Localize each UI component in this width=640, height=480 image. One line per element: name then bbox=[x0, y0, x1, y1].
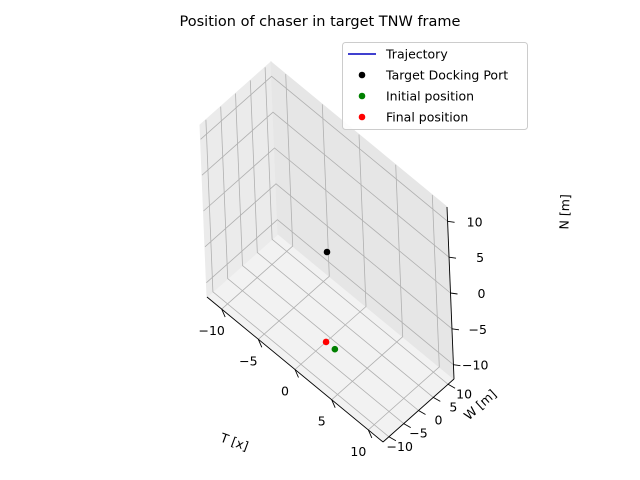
y-tick-label: 10 bbox=[456, 386, 472, 401]
y-tick bbox=[418, 410, 426, 415]
z-tick-label: −10 bbox=[462, 358, 488, 373]
z-tick bbox=[447, 220, 455, 223]
y-gridline bbox=[205, 119, 390, 438]
y-tick-label: −5 bbox=[409, 426, 427, 441]
y-tick bbox=[403, 423, 411, 429]
legend-entry-initial-position: Initial position bbox=[386, 89, 474, 104]
x-axis-label: T [x] bbox=[218, 429, 251, 453]
z-gridline bbox=[203, 147, 451, 294]
x-gridline bbox=[331, 164, 404, 400]
target-docking-port-marker bbox=[323, 248, 331, 256]
chart-title: Position of chaser in target TNW frame bbox=[180, 14, 461, 30]
legend-marker-swatch bbox=[358, 113, 366, 121]
z-tick-label: 10 bbox=[467, 214, 483, 229]
legend: Trajectory Target Docking Port Initial pos… bbox=[342, 42, 528, 130]
z-gridline bbox=[206, 219, 454, 366]
z-tick-label: 0 bbox=[478, 286, 486, 301]
initial-position-marker bbox=[331, 345, 339, 353]
x-gridline bbox=[368, 194, 440, 431]
legend-entry-target-docking-port: Target Docking Port bbox=[385, 68, 508, 83]
x-tick bbox=[221, 308, 226, 318]
x-tick-label: 0 bbox=[281, 384, 289, 399]
x-tick bbox=[257, 339, 263, 348]
y-tick-label: 0 bbox=[435, 413, 443, 428]
x-gridline bbox=[294, 134, 367, 370]
x-tick-label: 10 bbox=[350, 444, 366, 459]
y-tick bbox=[447, 383, 456, 389]
legend-entry-trajectory: Trajectory bbox=[385, 47, 448, 62]
z-tick bbox=[451, 328, 460, 331]
x-gridline bbox=[258, 104, 330, 340]
x-tick bbox=[367, 429, 373, 439]
z-axis-label: N [m] bbox=[556, 194, 572, 230]
x-tick bbox=[331, 399, 336, 408]
z-tick-label: 5 bbox=[476, 250, 484, 265]
x-tick-label: −10 bbox=[198, 323, 224, 338]
z-tick-label: −5 bbox=[469, 322, 487, 337]
y-gridline bbox=[249, 80, 434, 398]
legend-entry-final-position: Final position bbox=[386, 110, 468, 125]
z-gridline bbox=[204, 183, 453, 330]
x-tick bbox=[294, 369, 299, 378]
z-gridline bbox=[200, 75, 448, 222]
y-gridline bbox=[235, 93, 419, 411]
x-tick-label: 5 bbox=[318, 414, 326, 429]
final-position-marker bbox=[322, 338, 330, 346]
x-gridline bbox=[221, 74, 294, 310]
y-gridline bbox=[264, 67, 449, 385]
z-tick bbox=[448, 256, 457, 259]
y-tick bbox=[433, 396, 441, 402]
z-tick bbox=[453, 364, 461, 367]
legend-marker-swatch bbox=[358, 71, 366, 79]
legend-frame bbox=[342, 42, 528, 130]
z-tick bbox=[450, 292, 458, 295]
x-tick-label: −5 bbox=[239, 353, 257, 368]
y-gridline bbox=[220, 106, 404, 424]
y-tick bbox=[388, 436, 397, 442]
y-tick-label: 5 bbox=[449, 399, 457, 414]
z-gridline bbox=[201, 111, 450, 258]
legend-marker-swatch bbox=[358, 92, 366, 100]
y-tick-label: −10 bbox=[387, 439, 413, 454]
